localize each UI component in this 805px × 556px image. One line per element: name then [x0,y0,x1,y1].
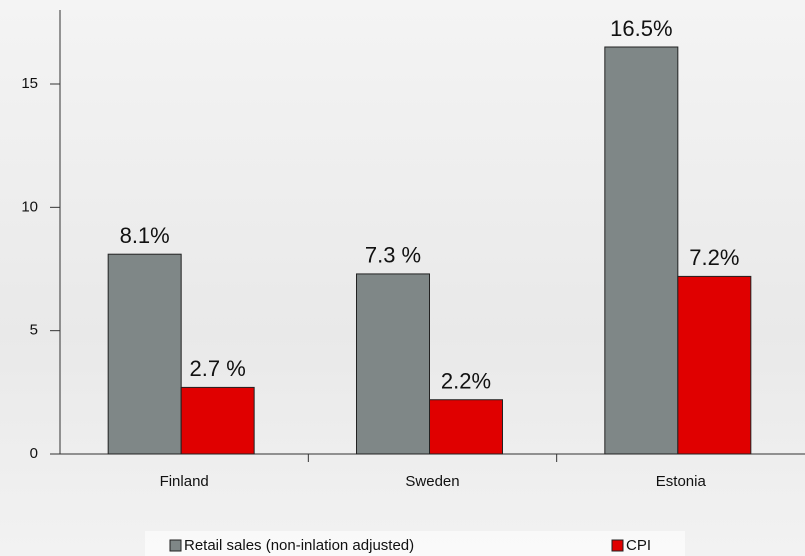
bar [605,47,678,454]
y-tick-label: 0 [30,445,38,462]
value-label: 2.7 % [190,356,246,381]
value-label: 16.5% [610,16,672,41]
bar [108,254,181,454]
y-tick-label: 10 [21,198,38,215]
x-tick-label: Sweden [405,473,459,490]
legend-label: CPI [626,537,651,554]
legend-label: Retail sales (non-inlation adjusted) [184,537,414,554]
y-tick-label: 15 [21,75,38,92]
value-label: 2.2% [441,369,491,394]
bar [430,400,503,454]
bar [181,387,254,454]
value-label: 7.2% [689,245,739,270]
bar [357,274,430,454]
legend-swatch [612,540,623,551]
legend-swatch [170,540,181,551]
value-label: 8.1% [120,223,170,248]
value-label: 7.3 % [365,243,421,268]
x-tick-label: Finland [160,473,209,490]
bar [678,276,751,454]
chart: 0 5 10 15 Finland 8.1% 2.7 % Sweden 7.3 % 2.2% Est… [0,0,805,556]
y-tick-label: 5 [30,322,38,339]
x-tick-label: Estonia [656,473,707,490]
